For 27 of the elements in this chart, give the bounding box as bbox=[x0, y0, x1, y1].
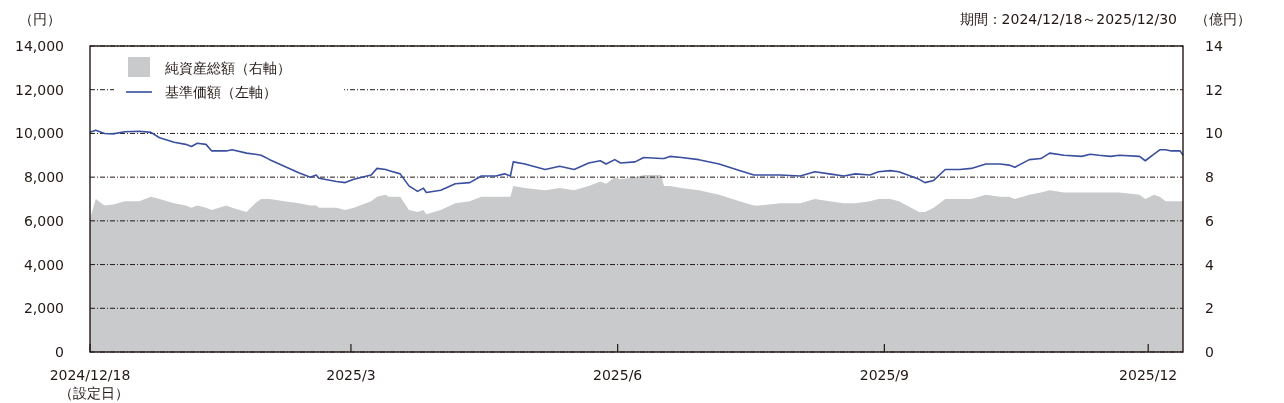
y2-tick-label: 6 bbox=[1205, 212, 1214, 229]
x-tick-label: 2025/6 bbox=[593, 367, 643, 383]
y2-tick-label: 12 bbox=[1205, 81, 1223, 98]
text: 期間：2024/12/18～2025/12/30 bbox=[959, 11, 1177, 27]
y-axis-title: （円） bbox=[19, 11, 61, 27]
x-tick-label: 2025/3 bbox=[326, 367, 376, 383]
x-tick-label: 2024/12/18 bbox=[49, 367, 131, 383]
y2-tick-label: 14 bbox=[1205, 38, 1223, 54]
legend-label: 純資産総額（右軸） bbox=[165, 60, 291, 76]
y-tick-label: 2,000 bbox=[23, 300, 64, 317]
y-tick-label: 14,000 bbox=[15, 38, 64, 54]
y2-tick-label: 4 bbox=[1205, 256, 1214, 273]
y-tick-label: 6,000 bbox=[23, 212, 64, 229]
y-tick-label: 0 bbox=[55, 344, 64, 360]
y2-tick-label: 0 bbox=[1205, 344, 1214, 360]
x-tick-label: 2025/9 bbox=[859, 367, 910, 383]
y-tick-label: 4,000 bbox=[23, 256, 64, 273]
x-tick-label: 2025/12 bbox=[1119, 367, 1178, 383]
legend-label: 基準価額（左軸） bbox=[165, 84, 277, 100]
y2-axis-title: （億円） bbox=[1195, 11, 1251, 27]
y2-tick-label: 8 bbox=[1205, 169, 1214, 186]
y2-tick-label: 2 bbox=[1205, 300, 1214, 317]
y-tick-label: 8,000 bbox=[23, 169, 64, 186]
y-tick-label: 10,000 bbox=[15, 125, 64, 142]
y-tick-label: 12,000 bbox=[15, 81, 64, 98]
y2-tick-label: 10 bbox=[1205, 125, 1223, 142]
text: （設定日） bbox=[59, 385, 129, 401]
